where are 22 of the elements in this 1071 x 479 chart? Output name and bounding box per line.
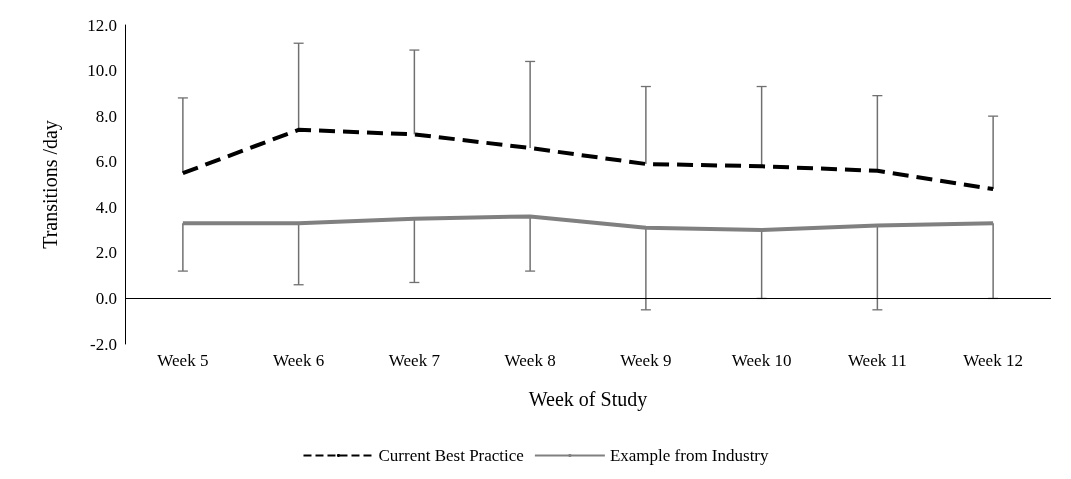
y-tick-label: 8.0 xyxy=(95,106,117,126)
line-series xyxy=(180,127,996,192)
x-tick-label: Week 10 xyxy=(731,351,792,370)
legend-label: Example from Industry xyxy=(609,446,770,465)
x-tick-label: Week 9 xyxy=(620,351,672,370)
y-tick-label: 6.0 xyxy=(95,152,117,172)
y-tick-label: 4.0 xyxy=(95,197,117,217)
x-axis-title: Week of Study xyxy=(528,388,648,411)
y-axis-title: Transitions /day xyxy=(39,120,62,249)
y-tick-label: 2.0 xyxy=(95,243,117,263)
y-tick-label: -2.0 xyxy=(90,334,117,354)
y-tick-label: 10.0 xyxy=(87,61,117,81)
y-tick-label: 0.0 xyxy=(95,288,117,308)
x-tick-label: Week 5 xyxy=(157,351,209,370)
line-series xyxy=(180,214,996,233)
x-tick-label: Week 12 xyxy=(963,351,1023,370)
x-tick-label: Week 8 xyxy=(504,351,556,370)
legend-label: Current Best Practice xyxy=(378,446,524,465)
x-tick-label: Week 6 xyxy=(273,351,325,370)
y-tick-label: 12.0 xyxy=(87,15,117,35)
x-tick-label: Week 11 xyxy=(847,351,907,370)
x-tick-label: Week 7 xyxy=(388,351,441,370)
